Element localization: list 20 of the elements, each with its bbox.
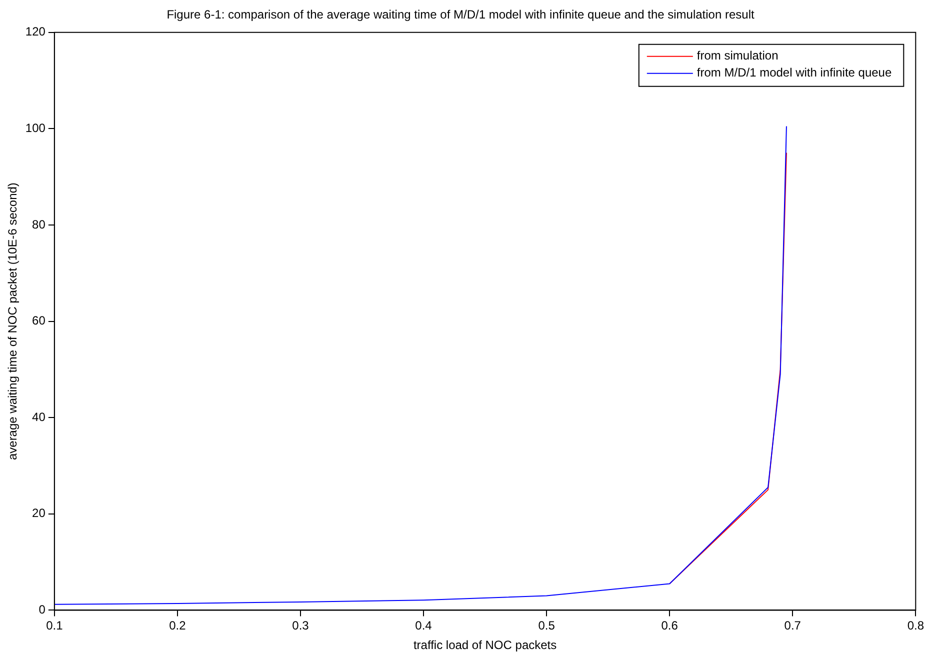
x-tick-label: 0.4	[415, 618, 432, 633]
x-tick-label: 0.1	[46, 618, 64, 633]
x-tick-label: 0.3	[292, 618, 310, 633]
y-axis-title: average waiting time of NOC packet (10E-6 second)	[6, 182, 20, 460]
y-tick-label: 100	[25, 121, 46, 136]
legend-label: from M/D/1 model with infinite queue	[696, 66, 892, 80]
y-tick-label: 120	[25, 24, 46, 39]
y-tick-label: 60	[32, 314, 46, 328]
x-tick-label: 0.5	[538, 618, 556, 633]
y-tick-label: 80	[32, 217, 46, 232]
x-tick-label: 0.8	[907, 618, 924, 633]
chart-title: Figure 6-1: comparison of the average waiting time of M/D/1 model with infinite queue and the simulation result	[166, 8, 755, 22]
x-tick-label: 0.6	[661, 618, 678, 633]
legend-label: from simulation	[696, 48, 778, 63]
x-tick-label: 0.2	[169, 618, 186, 633]
y-tick-label: 40	[32, 410, 46, 424]
x-tick-label: 0.7	[784, 618, 802, 633]
y-tick-label: 0	[38, 602, 46, 617]
x-axis-title: traffic load of NOC packets	[413, 638, 557, 652]
y-tick-label: 20	[32, 506, 46, 520]
